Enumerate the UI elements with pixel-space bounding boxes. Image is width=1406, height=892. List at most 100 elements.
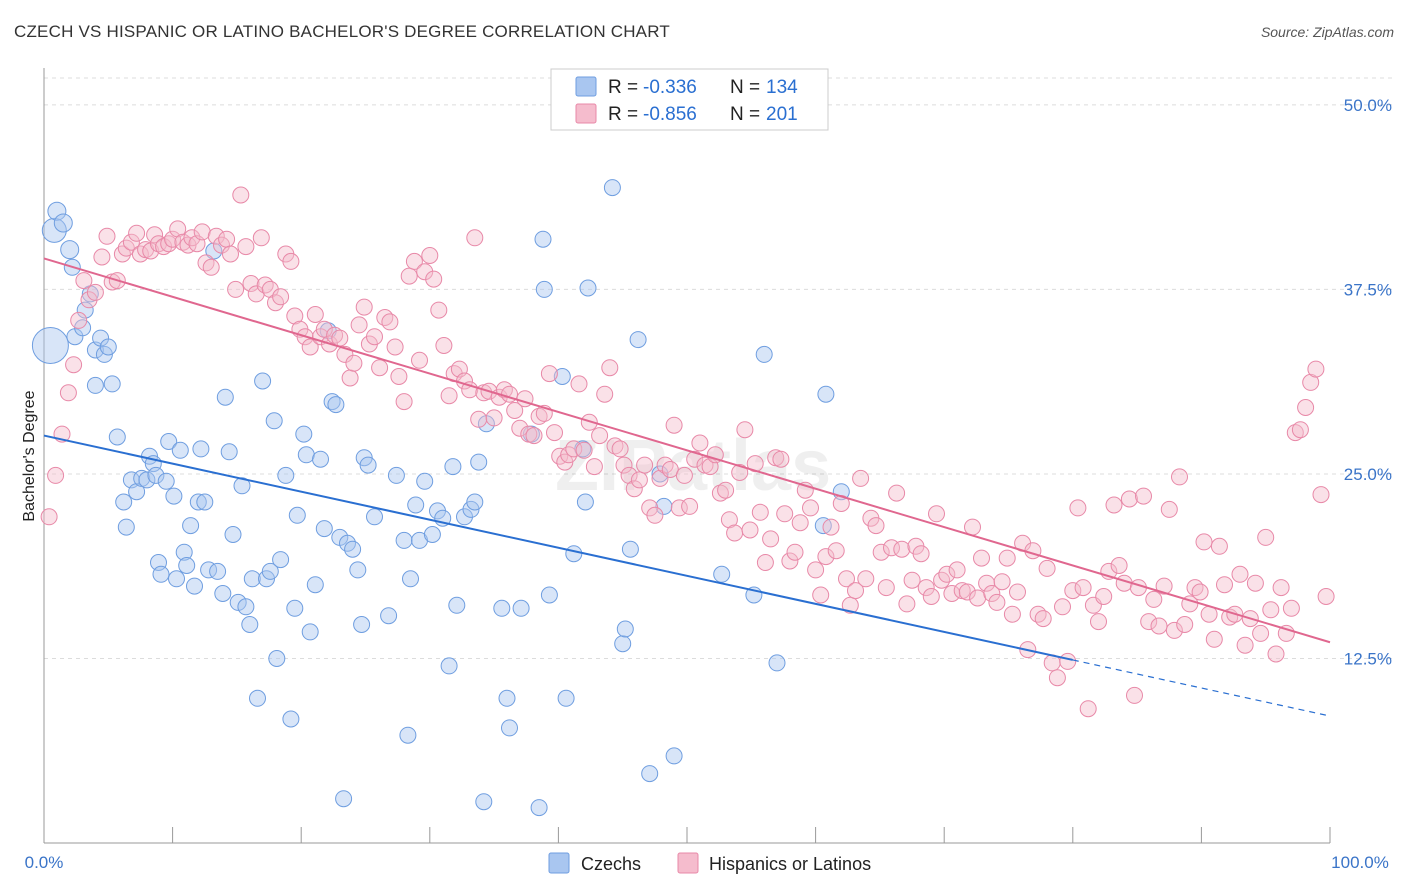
czechs-point <box>171 441 189 459</box>
hispanics-point <box>781 552 799 570</box>
hispanics-point <box>174 233 192 251</box>
czechs-point <box>182 517 200 535</box>
stats-n-value-hispanics: 201 <box>766 104 798 125</box>
stats-box-frame <box>550 68 829 131</box>
hispanics-point <box>1003 605 1021 623</box>
hispanics-point <box>686 450 704 468</box>
hispanics-point <box>1191 583 1209 601</box>
czechs-point <box>214 585 232 602</box>
czechs-point <box>641 765 659 783</box>
czechs-point <box>108 428 126 446</box>
czechs-point <box>665 747 683 765</box>
hispanics-point <box>430 301 448 319</box>
czechs-point <box>553 368 571 385</box>
hispanics-point <box>122 233 140 251</box>
hispanics-point <box>252 229 270 247</box>
hispanics-point <box>948 561 966 579</box>
czechs-point <box>254 372 272 390</box>
hispanics-point <box>1079 700 1097 718</box>
czechs-point <box>448 596 466 614</box>
hispanics-point <box>969 589 987 607</box>
czechs-point <box>315 520 333 538</box>
hispanics-point <box>817 548 835 566</box>
czechs-point <box>186 577 203 595</box>
hispanics-point <box>675 466 693 484</box>
hispanics-point <box>1155 577 1173 595</box>
czechs-point <box>335 790 353 808</box>
hispanics-point <box>847 582 864 600</box>
hispanics-point <box>93 248 111 266</box>
hispanics-point <box>1095 588 1113 605</box>
hispanics-point <box>232 186 250 204</box>
hispanics-point <box>1126 686 1143 704</box>
czechs-point <box>493 599 511 617</box>
hispanics-point <box>726 524 744 542</box>
czechs-point <box>399 726 417 744</box>
czechs-point <box>713 565 731 583</box>
hispanics-point <box>1140 613 1158 631</box>
hispanics-point <box>381 313 399 331</box>
czechs-point <box>31 327 69 364</box>
hispanics-point <box>731 464 749 481</box>
hispanics-point <box>852 469 870 487</box>
hispanics-point <box>286 307 304 325</box>
hispanics-point <box>1110 557 1128 574</box>
hispanics-point <box>355 298 373 316</box>
hispanics-point <box>350 316 368 334</box>
hispanics-point <box>237 238 255 256</box>
czechs-point <box>344 540 362 558</box>
hispanics-point <box>822 518 840 536</box>
hispanics-point <box>601 359 619 377</box>
czechs-point <box>241 616 259 633</box>
czechs-point <box>349 561 367 579</box>
legend-label-czechs: Czechs <box>581 854 641 874</box>
hispanics-point <box>1282 599 1300 617</box>
czechs-point <box>557 689 575 707</box>
hispanics-point <box>636 456 654 474</box>
hispanics-point <box>717 481 735 499</box>
czechs-point <box>534 230 552 248</box>
czechs-trend-line <box>43 434 1074 661</box>
y-tick-label: 12.5% <box>1344 649 1392 668</box>
hispanics-point <box>786 543 804 561</box>
hispanics-point <box>1059 652 1077 670</box>
czechs-point <box>175 543 193 561</box>
hispanics-point <box>1317 588 1335 605</box>
legend: Czechs Hispanics or Latinos <box>548 852 871 874</box>
czechs-point <box>41 217 67 243</box>
hispanics-point <box>620 466 638 484</box>
czechs-point <box>178 557 196 574</box>
hispanics-point <box>466 229 484 247</box>
stats-swatch-hispanics <box>575 103 597 124</box>
czechs-point <box>312 450 329 468</box>
hispanics-point <box>345 354 363 372</box>
hispanics-point <box>1205 630 1223 648</box>
hispanics-point <box>411 351 428 369</box>
czechs-point <box>138 471 156 489</box>
hispanics-point <box>1150 617 1168 635</box>
hispanics-point <box>751 503 769 521</box>
hispanics-point <box>47 466 65 484</box>
hispanics-point <box>938 565 956 583</box>
czechs-point <box>288 506 306 524</box>
czechs-point <box>76 301 94 319</box>
czechs-point <box>282 710 300 728</box>
hispanics-point <box>983 585 1001 602</box>
hispanics-point <box>776 505 794 523</box>
czechs-point <box>277 466 295 484</box>
hispanics-point <box>1145 590 1163 608</box>
hispanics-point <box>59 384 77 402</box>
hispanics-point <box>1171 468 1188 486</box>
hispanics-point <box>416 263 434 281</box>
hispanics-point <box>741 521 759 539</box>
czechs-point <box>470 453 488 471</box>
czechs-point <box>117 518 135 536</box>
czechs-point <box>200 561 218 579</box>
czechs-point <box>128 483 146 501</box>
hispanics-point <box>1176 616 1194 633</box>
hispanics-point <box>326 326 344 344</box>
hispanics-point <box>386 338 404 356</box>
hispanics-point <box>1038 559 1056 577</box>
czechs-point <box>565 545 583 563</box>
